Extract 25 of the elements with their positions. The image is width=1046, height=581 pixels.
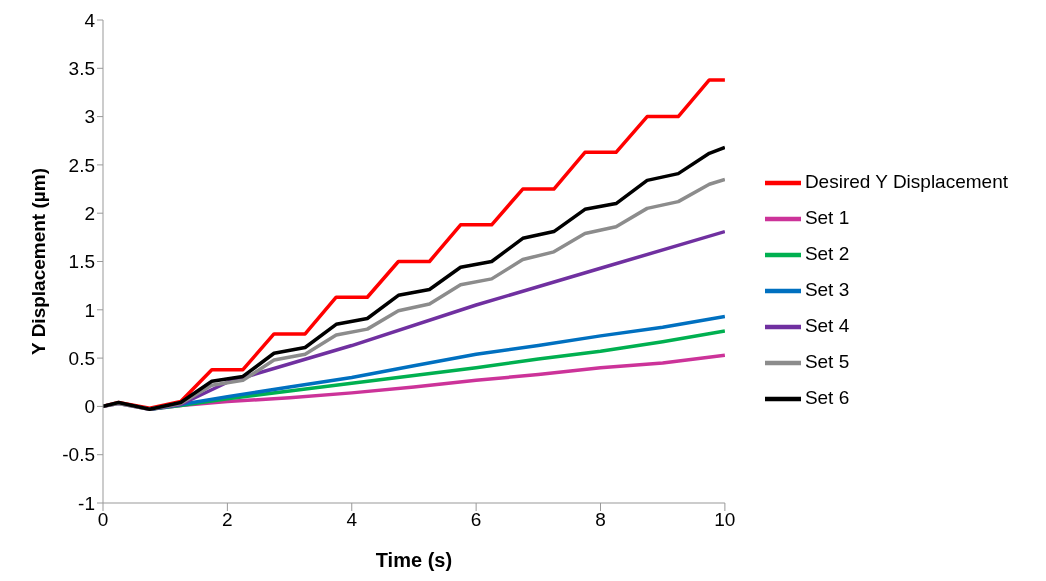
legend-label: Set 4 [804,314,850,336]
legend-label: Set 3 [804,278,850,300]
x-tick-label: 10 [714,509,736,531]
y-tick-label: 4 [84,9,96,31]
y-tick-label: 3.5 [68,58,95,80]
x-tick-label: 4 [346,509,358,531]
y-tick-label: 0.5 [68,347,95,369]
x-tick-label: 2 [222,509,233,531]
y-tick-label: 0 [84,396,95,418]
y-tick-label: 3 [84,106,95,128]
x-axis-title: Time (s) [375,549,453,572]
y-tick-label: 1.5 [68,251,95,273]
legend-label: Desired Y Displacement [804,170,1008,192]
y-tick-label: -1 [78,492,95,514]
y-axis-title: Y Displacement (µm) [27,168,49,355]
y-tick-label: -0.5 [62,444,95,466]
y-tick-label: 2 [84,202,95,224]
x-tick-label: 6 [470,509,482,531]
y-tick-label: 2.5 [68,154,95,176]
legend-label: Set 1 [804,206,850,228]
legend-label: Set 2 [804,242,850,264]
y-tick-label: 1 [84,299,95,321]
legend-label: Set 5 [804,350,850,372]
legend-label: Set 6 [804,386,850,408]
x-tick-label: 8 [595,509,606,531]
